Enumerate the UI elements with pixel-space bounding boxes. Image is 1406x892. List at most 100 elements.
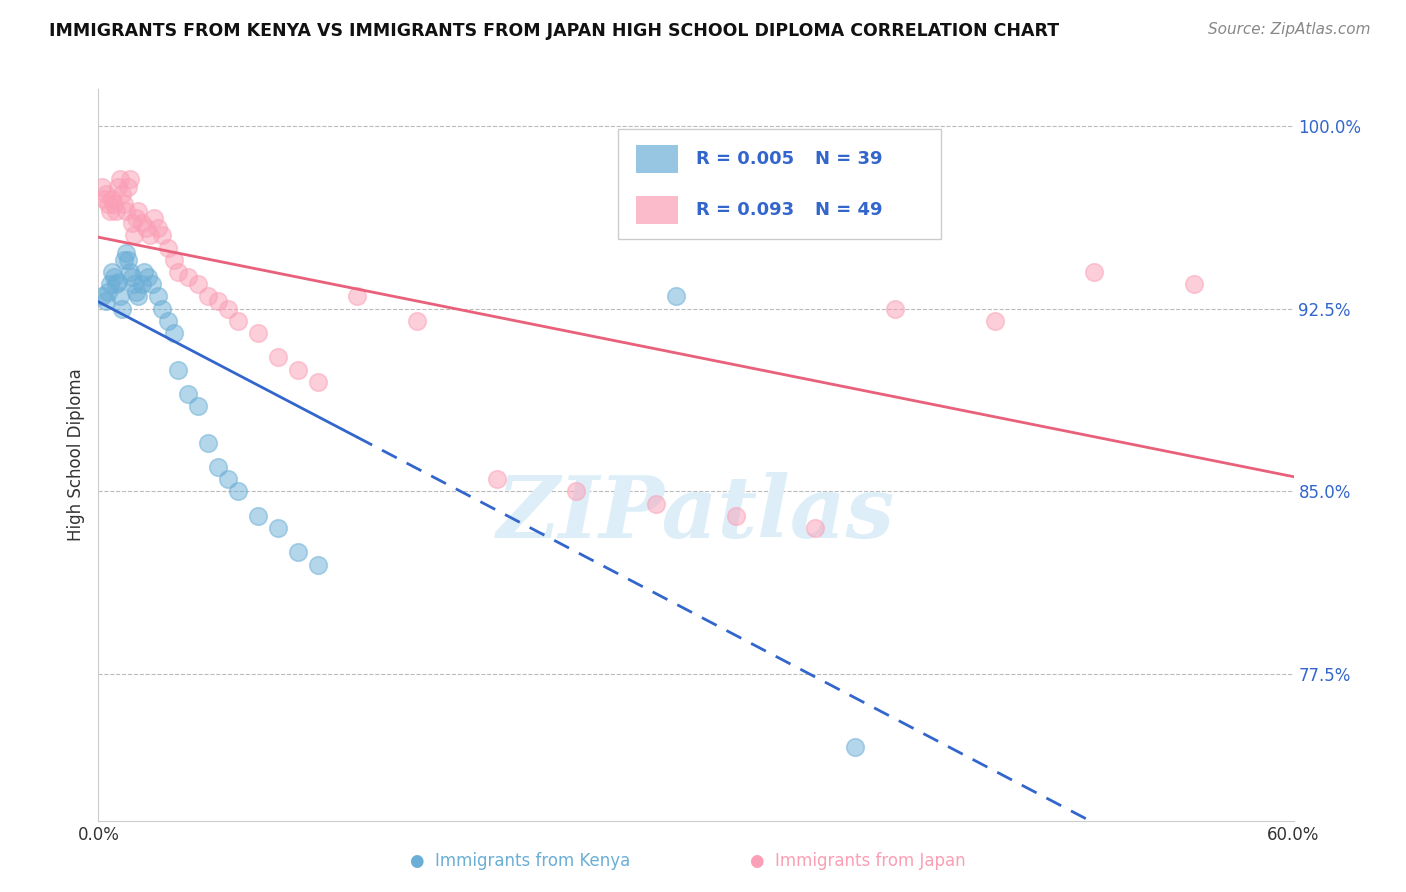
Point <box>105 204 128 219</box>
Point <box>167 362 190 376</box>
Point <box>107 275 129 289</box>
Point <box>307 558 329 572</box>
Text: R = 0.093: R = 0.093 <box>696 201 794 219</box>
Point <box>98 204 122 219</box>
Point <box>124 228 146 243</box>
Point <box>115 204 138 219</box>
Point <box>136 269 159 284</box>
Point <box>226 314 249 328</box>
Point <box>187 399 209 413</box>
Point <box>197 435 219 450</box>
Point <box>150 228 173 243</box>
Point <box>565 484 588 499</box>
Point <box>117 252 139 267</box>
Point <box>143 211 166 226</box>
Y-axis label: High School Diploma: High School Diploma <box>66 368 84 541</box>
Point <box>246 326 269 340</box>
Point <box>103 269 125 284</box>
Point <box>135 221 157 235</box>
Text: ●  Immigrants from Japan: ● Immigrants from Japan <box>749 852 966 870</box>
Point <box>112 252 135 267</box>
Point <box>139 228 162 243</box>
Text: N = 49: N = 49 <box>815 201 883 219</box>
Point <box>125 285 148 299</box>
Point <box>134 265 156 279</box>
Point <box>111 301 134 316</box>
Point <box>1083 265 1105 279</box>
Point <box>217 301 239 316</box>
Point <box>844 740 866 755</box>
Point <box>96 294 118 309</box>
Text: ●  Immigrants from Kenya: ● Immigrants from Kenya <box>411 852 630 870</box>
Point <box>101 265 124 279</box>
Point <box>226 484 249 499</box>
Point <box>1182 277 1205 292</box>
Point <box>124 277 146 292</box>
Point <box>96 187 118 202</box>
Text: Source: ZipAtlas.com: Source: ZipAtlas.com <box>1208 22 1371 37</box>
Point <box>131 277 153 292</box>
Text: R = 0.005: R = 0.005 <box>696 150 794 168</box>
Point <box>267 521 290 535</box>
Point <box>485 472 508 486</box>
Point <box>120 265 142 279</box>
Point <box>187 277 209 292</box>
Point <box>207 294 229 309</box>
Point <box>112 196 135 211</box>
Point <box>984 314 1007 328</box>
Point <box>121 269 143 284</box>
Point <box>101 192 124 206</box>
Point <box>107 179 129 194</box>
Point <box>287 362 309 376</box>
Text: ZIPatlas: ZIPatlas <box>496 472 896 555</box>
Point <box>157 241 180 255</box>
Point <box>163 252 186 267</box>
Point <box>115 245 138 260</box>
Point <box>804 521 827 535</box>
Point <box>177 269 200 284</box>
Point <box>167 265 190 279</box>
Point <box>217 472 239 486</box>
Point <box>93 192 115 206</box>
Point <box>127 289 149 303</box>
FancyBboxPatch shape <box>619 129 941 239</box>
Point <box>150 301 173 316</box>
Text: N = 39: N = 39 <box>815 150 883 168</box>
Point <box>197 289 219 303</box>
Point <box>103 196 125 211</box>
Point <box>148 289 170 303</box>
Point <box>98 277 122 292</box>
Point <box>346 289 368 303</box>
Point <box>121 216 143 230</box>
Point <box>157 314 180 328</box>
Point <box>111 187 134 202</box>
Point <box>127 204 149 219</box>
Bar <box>637 145 678 173</box>
Point <box>307 375 329 389</box>
Point <box>141 277 163 292</box>
Point <box>207 460 229 475</box>
Point <box>131 216 153 230</box>
Point <box>91 289 114 303</box>
Point <box>110 172 132 186</box>
Point <box>117 179 139 194</box>
Point <box>665 289 688 303</box>
Point <box>406 314 429 328</box>
Point <box>91 179 114 194</box>
Point <box>97 285 120 299</box>
Point <box>287 545 309 559</box>
Point <box>125 211 148 226</box>
Point <box>267 351 290 365</box>
Point <box>884 301 907 316</box>
Point <box>163 326 186 340</box>
Point <box>97 196 120 211</box>
Point <box>724 508 747 523</box>
Point <box>120 172 142 186</box>
Point <box>645 497 668 511</box>
Text: IMMIGRANTS FROM KENYA VS IMMIGRANTS FROM JAPAN HIGH SCHOOL DIPLOMA CORRELATION C: IMMIGRANTS FROM KENYA VS IMMIGRANTS FROM… <box>49 22 1059 40</box>
Bar <box>637 196 678 224</box>
Point <box>110 289 132 303</box>
Point <box>148 221 170 235</box>
Point <box>105 277 128 292</box>
Point <box>246 508 269 523</box>
